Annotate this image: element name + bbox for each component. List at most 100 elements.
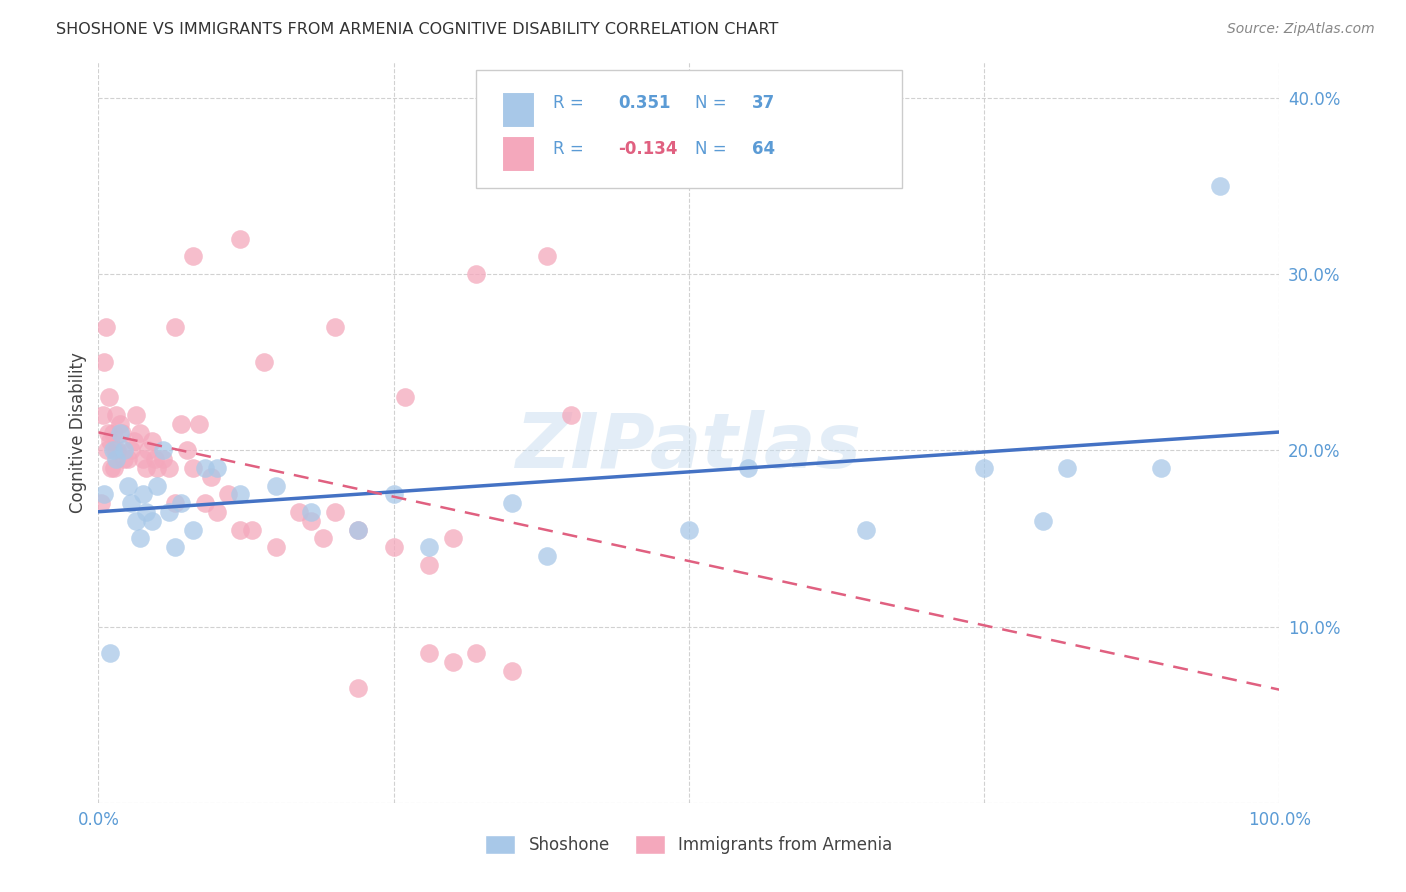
Point xyxy=(200,469,222,483)
Legend: Shoshone, Immigrants from Armenia: Shoshone, Immigrants from Armenia xyxy=(478,829,900,861)
Point xyxy=(312,532,335,546)
Point xyxy=(111,425,134,440)
Point xyxy=(194,461,217,475)
Point xyxy=(112,443,135,458)
Point xyxy=(299,505,322,519)
Point xyxy=(152,452,174,467)
Point xyxy=(441,655,464,669)
Text: Source: ZipAtlas.com: Source: ZipAtlas.com xyxy=(1227,22,1375,37)
Point xyxy=(141,434,163,449)
Point xyxy=(105,452,128,467)
Point xyxy=(299,514,322,528)
Point xyxy=(394,390,416,404)
Point xyxy=(121,496,143,510)
Point xyxy=(253,355,276,369)
Point xyxy=(181,523,204,537)
Point xyxy=(323,319,346,334)
Text: ZIPatlas: ZIPatlas xyxy=(516,410,862,484)
Point xyxy=(560,408,582,422)
Point xyxy=(855,523,877,537)
Text: N =: N = xyxy=(695,94,731,112)
Point xyxy=(135,505,157,519)
Point xyxy=(418,646,440,660)
Point xyxy=(135,461,157,475)
Point xyxy=(103,461,125,475)
Point xyxy=(229,232,252,246)
Point xyxy=(157,461,180,475)
Point xyxy=(418,558,440,572)
Point xyxy=(128,425,150,440)
Point xyxy=(187,417,209,431)
Point xyxy=(117,478,139,492)
Point xyxy=(501,664,523,678)
Point xyxy=(181,249,204,263)
Point xyxy=(98,434,121,449)
Point xyxy=(94,319,117,334)
Point xyxy=(112,452,135,467)
Point xyxy=(347,523,370,537)
Point xyxy=(264,540,287,554)
Point xyxy=(194,496,217,510)
Text: R =: R = xyxy=(553,140,589,158)
Point xyxy=(264,478,287,492)
Point xyxy=(121,443,143,458)
Point xyxy=(157,505,180,519)
Point xyxy=(122,434,145,449)
Point xyxy=(90,496,112,510)
FancyBboxPatch shape xyxy=(502,92,536,128)
Point xyxy=(205,461,228,475)
Point xyxy=(347,681,370,696)
Point xyxy=(100,461,122,475)
Point xyxy=(146,461,169,475)
Point xyxy=(91,408,114,422)
Point xyxy=(1056,461,1078,475)
Point xyxy=(125,408,148,422)
Point xyxy=(165,496,187,510)
Point xyxy=(108,425,131,440)
Point xyxy=(1209,178,1232,193)
Point xyxy=(132,452,155,467)
Point xyxy=(128,532,150,546)
Point xyxy=(105,408,128,422)
Point xyxy=(347,523,370,537)
Point xyxy=(465,267,488,281)
Point xyxy=(117,452,139,467)
Text: SHOSHONE VS IMMIGRANTS FROM ARMENIA COGNITIVE DISABILITY CORRELATION CHART: SHOSHONE VS IMMIGRANTS FROM ARMENIA COGN… xyxy=(56,22,779,37)
Text: 37: 37 xyxy=(752,94,775,112)
Point xyxy=(93,487,115,501)
Point xyxy=(97,425,120,440)
Point xyxy=(501,496,523,510)
Point xyxy=(536,549,558,563)
Text: 64: 64 xyxy=(752,140,775,158)
Point xyxy=(205,505,228,519)
Point xyxy=(382,487,405,501)
Point xyxy=(96,443,118,458)
Point xyxy=(1150,461,1173,475)
Point xyxy=(98,390,121,404)
Point xyxy=(181,461,204,475)
Text: -0.134: -0.134 xyxy=(619,140,678,158)
Point xyxy=(737,461,759,475)
Point xyxy=(176,443,198,458)
Text: R =: R = xyxy=(553,94,589,112)
Point xyxy=(678,523,700,537)
Point xyxy=(98,646,121,660)
Point xyxy=(104,443,127,458)
Point xyxy=(229,487,252,501)
Point xyxy=(125,514,148,528)
Point xyxy=(143,452,166,467)
Point xyxy=(141,514,163,528)
Point xyxy=(418,540,440,554)
Point xyxy=(240,523,263,537)
FancyBboxPatch shape xyxy=(477,70,901,188)
Point xyxy=(93,355,115,369)
Point xyxy=(170,496,193,510)
Point xyxy=(465,646,488,660)
Point xyxy=(101,425,124,440)
Point xyxy=(108,417,131,431)
Point xyxy=(132,487,155,501)
Point xyxy=(217,487,239,501)
Point xyxy=(170,417,193,431)
Point xyxy=(105,443,128,458)
Y-axis label: Cognitive Disability: Cognitive Disability xyxy=(69,352,87,513)
